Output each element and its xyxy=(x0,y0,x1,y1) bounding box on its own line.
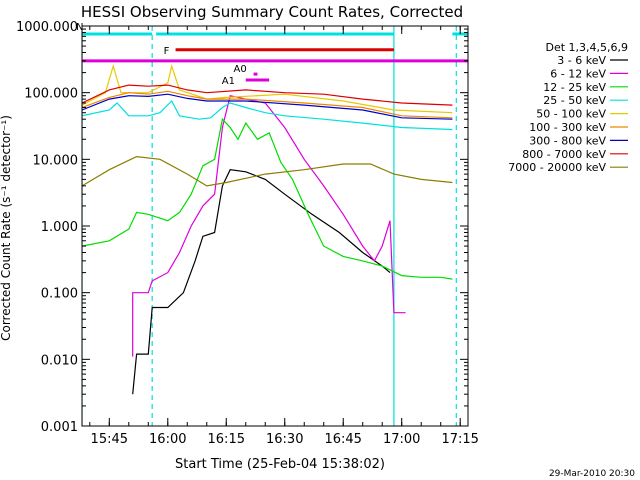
y-tick-label: 0.001 xyxy=(41,420,78,435)
legend-label-6-12-kev: 6 - 12 keV xyxy=(550,67,606,80)
legend-label-25-50-kev: 25 - 50 keV xyxy=(543,94,606,107)
legend-label-12-25-kev: 12 - 25 keV xyxy=(543,81,606,94)
series-line-25-50-kev xyxy=(82,100,453,131)
series-line-800-7000-kev xyxy=(82,84,453,106)
x-tick-label: 16:00 xyxy=(149,432,186,447)
series-line-300-800-kev xyxy=(82,93,453,120)
x-tick-label: 17:15 xyxy=(441,432,478,447)
series-line-100-300-kev xyxy=(82,90,453,119)
flag-label-n: N xyxy=(76,22,83,33)
x-tick-label: 16:30 xyxy=(266,432,303,447)
y-tick-label: 100.000 xyxy=(24,87,78,102)
series-line-7000-20000-kev xyxy=(82,155,453,187)
flag-label-a1: A1 xyxy=(222,76,235,87)
legend-label-7000-20000-kev: 7000 - 20000 keV xyxy=(508,161,606,174)
chart-title: HESSI Observing Summary Count Rates, Cor… xyxy=(81,3,463,21)
y-axis-label: Corrected Count Rate (s⁻¹ detector⁻¹) xyxy=(0,115,13,341)
x-tick-label: 16:15 xyxy=(208,432,245,447)
x-tick-label: 16:45 xyxy=(324,432,361,447)
y-tick-label: 10.000 xyxy=(33,153,79,168)
y-tick-label: 0.100 xyxy=(41,287,78,302)
series-line-3-6-kev xyxy=(132,169,391,395)
series-line-12-25-kev xyxy=(82,117,453,280)
y-tick-label: 1.000 xyxy=(41,220,78,235)
y-tick-label: 0.010 xyxy=(41,353,78,368)
flag-label-f: F xyxy=(164,46,170,57)
legend-title: Det 1,3,4,5,6,9 xyxy=(545,41,628,54)
legend-label-3-6-kev: 3 - 6 keV xyxy=(557,54,606,67)
series-line-50-100-kev xyxy=(82,63,453,114)
legend-label-300-800-kev: 300 - 800 keV xyxy=(529,134,606,147)
x-tick-label: 15:45 xyxy=(91,432,128,447)
x-tick-label: 17:00 xyxy=(383,432,420,447)
legend-label-100-300-kev: 100 - 300 keV xyxy=(529,121,606,134)
timestamp: 29-Mar-2010 20:30 xyxy=(549,469,635,479)
legend-label-800-7000-kev: 800 - 7000 keV xyxy=(522,148,606,161)
legend-label-50-100-kev: 50 - 100 keV xyxy=(536,108,606,121)
x-axis-label: Start Time (25-Feb-04 15:38:02) xyxy=(175,457,385,472)
y-tick-label: 1000.000 xyxy=(16,20,78,35)
flag-label-a0: A0 xyxy=(234,64,247,75)
